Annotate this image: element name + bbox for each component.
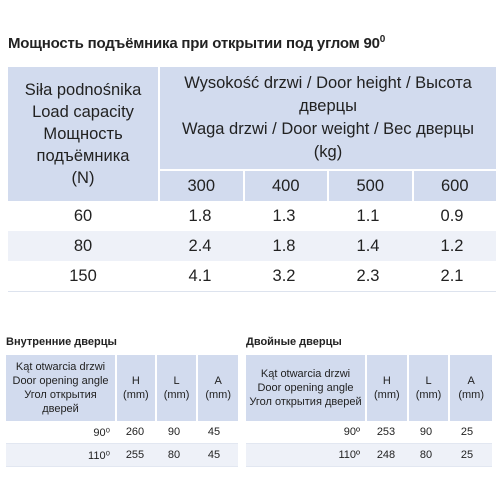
angle-header: Kąt otwarcia drzwi Door opening angle Уг… [246,355,368,421]
angle-header-line: Kąt otwarcia drzwi [15,361,106,373]
angle-header: Kąt otwarcia drzwi Door opening angle Уг… [6,355,118,421]
a-header-line: A [467,375,475,387]
a-cell: 45 [207,449,221,461]
page-title: Мощность подъёмника при открытии под угл… [8,34,385,52]
h-header-line: H [131,375,140,387]
value-cell: 1.2 [440,236,464,255]
table-row: 150 4.1 3.2 2.3 2.1 [8,261,496,292]
angle-header-line: Угол открытия дверей [24,389,97,415]
inner-doors-header: Kąt otwarcia drzwi Door opening angle Уг… [6,355,239,421]
a-header-line: A [214,375,222,387]
double-doors-title: Двойные дверцы [246,336,342,348]
height-col: 500 [329,171,414,201]
value-cell: 1.1 [356,206,380,225]
h-cell: 248 [376,449,396,461]
inner-doors-title: Внутренние дверцы [6,336,117,348]
l-header-line: (mm) [415,389,442,401]
value-cell: 4.1 [188,266,212,285]
door-header-line: Waga drzwi / Door weight / Вес дверцы [181,120,474,138]
value-cell: 2.3 [356,266,380,285]
table-row: 80 2.4 1.8 1.4 1.2 [8,231,496,261]
h-header-line: H [382,375,391,387]
table-row: 110⁰ 255 80 45 [6,444,238,467]
capacity-header: Siła podnośnika Load capacity Мощность п… [8,67,160,201]
angle-cell: 110⁰ [88,449,110,462]
l-header: L (mm) [156,355,199,421]
l-header-line: L [173,375,180,387]
force-cell: 60 [73,206,93,225]
angle-cell: 90º [343,426,360,438]
value-cell: 2.4 [188,236,212,255]
l-cell: 90 [167,426,181,438]
angle-header-line: Door opening angle [12,375,109,387]
double-doors-header: Kąt otwarcia drzwi Door opening angle Уг… [246,355,493,421]
value-cell: 3.2 [272,266,296,285]
capacity-header-line: (N) [71,169,95,187]
angle-header-line: Угол открытия дверей [249,396,362,408]
force-cell: 150 [69,266,97,285]
a-header-line: (mm) [205,389,232,401]
title-degree: 0 [379,34,386,45]
table-row: 90⁰ 260 90 45 [6,421,238,444]
value-cell: 0.9 [440,206,464,225]
a-cell: 25 [460,426,474,438]
table-row: 110º 248 80 25 [246,444,492,467]
force-cell: 80 [73,236,93,255]
inner-doors-table: Kąt otwarcia drzwi Door opening angle Уг… [6,355,239,467]
table-header: Siła podnośnika Load capacity Мощность п… [8,67,496,201]
capacity-header-line: Мощность [43,125,123,143]
capacity-header-line: подъёмника [36,147,130,165]
door-header-line: Wysokość drzwi / Door height / Высота [184,74,472,92]
a-cell: 45 [207,426,221,438]
lift-capacity-table: Siła podnośnika Load capacity Мощность п… [8,67,496,292]
l-cell: 80 [167,449,181,461]
a-header: A (mm) [450,355,493,421]
angle-header-line: Kąt otwarcia drzwi [260,368,351,380]
l-header-line: L [425,375,432,387]
capacity-header-line: Load capacity [32,103,134,121]
door-header-line: дверцы [299,97,357,115]
h-header: H (mm) [367,355,409,421]
h-cell: 253 [376,426,396,438]
table-row: 90º 253 90 25 [246,421,492,444]
title-text: Мощность подъёмника при открытии под угл… [8,35,380,52]
a-header-line: (mm) [458,389,485,401]
door-header-line: (kg) [313,143,343,161]
capacity-header-line: Siła podnośnika [24,81,142,99]
l-header: L (mm) [408,355,451,421]
a-header: A (mm) [198,355,239,421]
h-cell: 260 [125,426,145,438]
l-cell: 80 [419,449,433,461]
value-cell: 1.8 [272,236,296,255]
value-cell: 1.4 [356,236,380,255]
h-header-line: (mm) [123,389,149,401]
value-cell: 1.3 [272,206,296,225]
height-col: 300 [160,171,245,201]
value-cell: 2.1 [440,266,464,285]
height-col: 600 [413,171,496,201]
h-header: H (mm) [117,355,157,421]
door-header-block: Wysokość drzwi / Door height / Высота дв… [160,67,496,201]
angle-header-line: Door opening angle [257,382,354,394]
double-doors-table: Kąt otwarcia drzwi Door opening angle Уг… [246,355,493,467]
value-cell: 1.8 [188,206,212,225]
l-cell: 90 [419,426,433,438]
a-cell: 25 [460,449,474,461]
height-col: 400 [244,171,329,201]
table-row: 60 1.8 1.3 1.1 0.9 [8,201,496,231]
l-header-line: (mm) [163,389,190,401]
angle-cell: 110º [338,449,360,461]
door-header: Wysokość drzwi / Door height / Высота дв… [160,67,496,169]
h-cell: 255 [125,449,145,461]
angle-cell: 90⁰ [93,426,110,439]
height-columns: 300 400 500 600 [160,169,496,201]
h-header-line: (mm) [374,389,400,401]
